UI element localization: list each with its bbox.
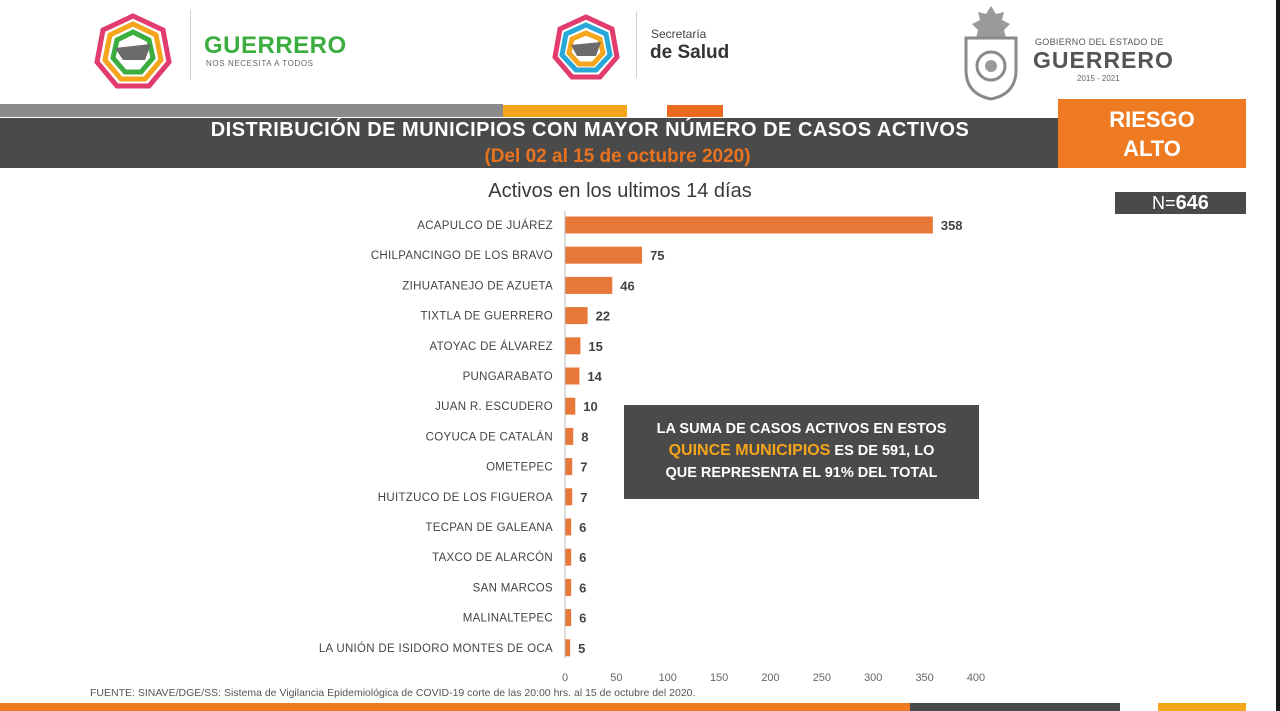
risk-line-1: RIESGO: [1109, 107, 1195, 132]
title-band: [0, 118, 1058, 168]
x-tick-label: 50: [610, 672, 622, 684]
gobierno-label: GOBIERNO DEL ESTADO DE: [1035, 37, 1164, 47]
bar: [565, 367, 580, 385]
bar: [565, 397, 576, 415]
category-label: CHILPANCINGO DE LOS BRAVO: [371, 250, 553, 262]
total-count-value: 646: [1175, 192, 1209, 214]
bar: [565, 427, 574, 445]
x-tick-label: 350: [915, 672, 933, 684]
summary-callout: LA SUMA DE CASOS ACTIVOS EN ESTOS QUINCE…: [624, 405, 979, 499]
data-label: 6: [579, 520, 586, 535]
salud-label: de Salud: [650, 42, 730, 63]
risk-badge: RIESGO ALTO: [1058, 99, 1246, 168]
x-tick-label: 100: [659, 672, 677, 684]
title-band-accent-orange: [667, 105, 723, 117]
callout-line-1: LA SUMA DE CASOS ACTIVOS EN ESTOS: [656, 421, 947, 437]
category-label: ZIHUATANEJO DE AZUETA: [402, 280, 553, 292]
secretaria-label: Secretaría: [651, 27, 707, 41]
x-tick-label: 0: [562, 672, 568, 684]
data-label: 7: [580, 490, 587, 505]
source-note: FUENTE: SINAVE/DGE/SS: Sistema de Vigila…: [90, 687, 696, 699]
x-tick-label: 400: [967, 672, 985, 684]
footer-bar-orange: [0, 703, 910, 711]
salud-logo: [552, 14, 620, 80]
x-tick-label: 200: [761, 672, 779, 684]
state-seal-icon: [964, 6, 1018, 101]
data-label: 75: [650, 248, 664, 263]
bar: [565, 458, 573, 476]
header-divider-2: [636, 12, 637, 78]
bar: [565, 518, 572, 536]
gobierno-years: 2015 - 2021: [1077, 74, 1120, 83]
category-label: TECPAN DE GALEANA: [425, 522, 553, 534]
date-range: (Del 02 al 15 de octubre 2020): [484, 146, 751, 167]
title-band-accent-grey: [0, 104, 503, 117]
data-label: 14: [587, 369, 602, 384]
category-label: ATOYAC DE ÁLVAREZ: [429, 340, 553, 353]
brand-tagline: NOS NECESITA A TODOS: [206, 59, 314, 68]
category-label: PUNGARABATO: [463, 371, 553, 383]
category-label: HUITZUCO DE LOS FIGUEROA: [378, 492, 553, 504]
category-label: MALINALTEPEC: [463, 613, 553, 625]
chart-title: Activos en los ultimos 14 días: [488, 180, 752, 202]
x-tick-label: 150: [710, 672, 728, 684]
data-label: 358: [941, 218, 963, 233]
bar: [565, 609, 572, 627]
bar: [565, 337, 581, 355]
risk-line-2: ALTO: [1123, 136, 1181, 161]
gobierno-state: GUERRERO: [1033, 47, 1174, 73]
category-label: ACAPULCO DE JUÁREZ: [417, 219, 553, 232]
bar: [565, 548, 572, 566]
data-label: 10: [583, 399, 597, 414]
bar: [565, 216, 933, 234]
category-label: OMETEPEC: [486, 462, 553, 474]
data-label: 6: [579, 611, 586, 626]
bar: [565, 578, 572, 596]
data-label: 6: [579, 550, 586, 565]
bar: [565, 307, 588, 325]
callout-highlight: QUINCE MUNICIPIOS: [668, 442, 831, 459]
callout-line-2: ES DE 591, LO: [830, 443, 935, 459]
data-label: 8: [581, 429, 588, 444]
footer-bar-grey: [910, 703, 1120, 711]
data-label: 22: [596, 309, 610, 324]
bar: [565, 246, 643, 264]
header-divider: [190, 10, 191, 80]
total-count-badge: N=646: [1115, 192, 1246, 214]
category-label: JUAN R. ESCUDERO: [435, 401, 553, 413]
callout-line-3: QUE REPRESENTA EL 91% DEL TOTAL: [665, 465, 938, 481]
category-label: LA UNIÓN DE ISIDORO MONTES DE OCA: [319, 642, 553, 655]
page-title: DISTRIBUCIÓN DE MUNICIPIOS CON MAYOR NÚM…: [210, 119, 970, 141]
x-tick-label: 300: [864, 672, 882, 684]
bar: [565, 639, 571, 657]
bar: [565, 276, 613, 294]
category-label: COYUCA DE CATALÁN: [426, 430, 553, 443]
data-label: 46: [620, 278, 634, 293]
title-band-accent-yellow: [503, 105, 627, 117]
category-label: TIXTLA DE GUERRERO: [420, 311, 553, 323]
data-label: 5: [578, 641, 585, 656]
category-label: TAXCO DE ALARCÓN: [432, 551, 553, 564]
data-label: 6: [579, 580, 586, 595]
right-frame-edge: [1276, 0, 1280, 711]
x-tick-label: 250: [813, 672, 831, 684]
data-label: 15: [588, 339, 602, 354]
total-count-prefix: N=: [1152, 193, 1176, 213]
data-label: 7: [580, 460, 587, 475]
footer-bar-yellow: [1158, 703, 1246, 711]
guerrero-logo: [94, 13, 172, 89]
category-label: SAN MARCOS: [473, 582, 553, 594]
bar: [565, 488, 573, 506]
brand-name: GUERRERO: [204, 32, 347, 59]
